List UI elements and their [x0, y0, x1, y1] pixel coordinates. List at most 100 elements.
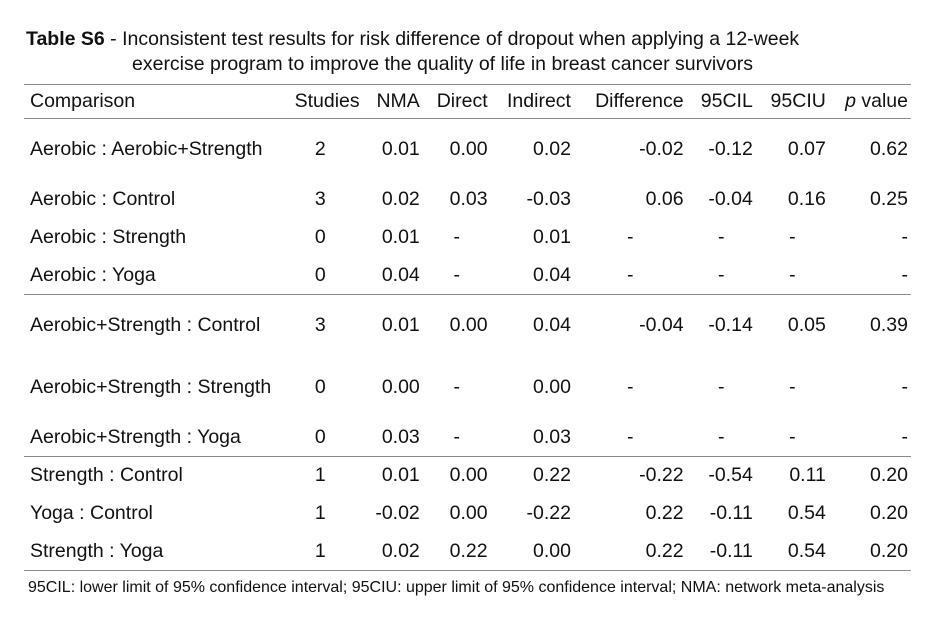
cell-95ciu: -: [755, 256, 829, 295]
header-indirect: Indirect: [490, 84, 574, 119]
cell-nma: 0.02: [362, 532, 423, 571]
header-95ciu: 95CIU: [755, 84, 829, 119]
table-row: Strength : Yoga 1 0.02 0.22 0.00 0.22 -0…: [24, 532, 911, 571]
cell-difference: 0.22: [645, 502, 684, 524]
cell-studies: 0: [278, 418, 363, 457]
cell-p-value: 0.25: [870, 188, 908, 210]
cell-direct: 0.00: [449, 138, 488, 161]
header-p-value: p value: [828, 84, 911, 119]
cell-95ciu: 0.16: [787, 188, 826, 210]
cell-comparison: Strength : Yoga: [24, 532, 278, 571]
cell-indirect: 0.04: [533, 314, 571, 337]
cell-indirect: 0.00: [533, 376, 571, 398]
cell-nma: 0.03: [362, 418, 423, 457]
cell-indirect: 0.03: [490, 418, 574, 457]
cell-difference: 0.06: [645, 188, 684, 210]
cell-nma: 0.02: [381, 188, 420, 210]
cell-studies: 0: [314, 226, 326, 248]
cell-nma: 0.01: [381, 314, 420, 337]
table-label: Table S6: [26, 28, 105, 50]
cell-95ciu: 0.07: [787, 138, 826, 161]
cell-studies: 1: [314, 464, 326, 487]
cell-p-value: 0.20: [828, 532, 911, 571]
cell-comparison: Aerobic+Strength : Control: [30, 314, 261, 337]
cell-p-value: 0.62: [870, 138, 908, 161]
cell-indirect: 0.01: [533, 226, 571, 248]
cell-nma: 0.00: [381, 376, 420, 398]
cell-direct: -: [453, 226, 460, 248]
cell-difference: -: [627, 376, 634, 398]
cell-difference: -: [627, 226, 634, 248]
cell-comparison: Aerobic : Strength: [30, 226, 187, 248]
table-row: Aerobic : Control 3 0.02 0.03 -0.03 0.06…: [24, 181, 911, 219]
cell-comparison: Aerobic : Aerobic+Strength: [30, 138, 263, 161]
cell-difference: -0.04: [639, 314, 684, 337]
cell-p-value: -: [901, 376, 909, 398]
cell-p-value: -: [828, 256, 911, 295]
cell-95ciu: -: [789, 376, 796, 398]
cell-95cil: -: [717, 376, 725, 398]
cell-95cil: -0.12: [708, 138, 753, 161]
cell-studies: 3: [314, 314, 326, 337]
table-header: Comparison Studies NMA Direct Indirect D…: [24, 84, 911, 119]
cell-studies: 0: [314, 376, 326, 398]
cell-direct: -: [453, 376, 460, 398]
cell-p-value: 0.20: [870, 464, 908, 487]
cell-indirect: -0.03: [526, 188, 571, 210]
cell-95cil: -0.54: [708, 464, 753, 487]
cell-nma: 0.04: [362, 256, 423, 295]
cell-95ciu: 0.11: [789, 464, 826, 487]
table-row: Aerobic+Strength : Yoga 0 0.03 - 0.03 - …: [24, 418, 911, 457]
cell-difference: -0.02: [639, 138, 684, 161]
cell-studies: 1: [314, 502, 326, 524]
cell-comparison: Yoga : Control: [30, 502, 153, 524]
cell-studies: 1: [278, 532, 363, 571]
header-row: Comparison Studies NMA Direct Indirect D…: [24, 84, 911, 119]
cell-95ciu: -: [755, 418, 829, 457]
cell-studies: 2: [314, 138, 326, 161]
table-body: Aerobic : Aerobic+Strength 2 0.01 0.00 0…: [24, 119, 911, 571]
header-comparison: Comparison: [24, 84, 278, 119]
cell-95cil: -0.14: [708, 314, 753, 337]
cell-nma: 0.01: [381, 138, 420, 161]
cell-indirect: 0.22: [533, 464, 571, 487]
cell-direct: 0.03: [449, 188, 488, 210]
cell-nma: 0.01: [381, 464, 420, 487]
cell-difference: -: [573, 418, 687, 457]
cell-95ciu: 0.54: [755, 532, 829, 571]
cell-direct: 0.00: [449, 314, 488, 337]
cell-direct: 0.22: [422, 532, 491, 571]
caption-text-line2: exercise program to improve the quality …: [132, 53, 754, 75]
cell-95cil: -: [686, 256, 756, 295]
cell-nma: 0.01: [381, 226, 420, 248]
cell-difference: -0.22: [639, 464, 684, 487]
cell-95cil: -0.11: [686, 532, 756, 571]
cell-95ciu: -: [789, 226, 796, 248]
table-footnote: 95CIL: lower limit of 95% confidence int…: [28, 579, 885, 596]
cell-comparison: Aerobic+Strength : Yoga: [24, 418, 278, 457]
table-row: Aerobic : Yoga 0 0.04 - 0.04 - - - -: [24, 256, 911, 295]
cell-comparison: Aerobic+Strength : Strength: [30, 376, 272, 398]
cell-95cil: -0.11: [709, 502, 753, 524]
header-95cil: 95CIL: [686, 84, 756, 119]
cell-indirect: 0.04: [490, 256, 574, 295]
cell-direct: 0.00: [449, 464, 488, 487]
cell-p-value: 0.20: [870, 502, 908, 524]
cell-direct: 0.00: [449, 502, 488, 524]
cell-indirect: -0.22: [526, 502, 571, 524]
table-caption: Table S6 - Inconsistent test results for…: [26, 27, 926, 77]
cell-difference: 0.22: [573, 532, 687, 571]
cell-p-value: -: [901, 226, 909, 248]
table-row: Aerobic+Strength : Strength 0 0.00 - 0.0…: [24, 357, 911, 419]
cell-studies: 0: [278, 256, 363, 295]
cell-p-value: 0.39: [870, 314, 908, 337]
header-difference: Difference: [573, 84, 687, 119]
cell-95ciu: 0.05: [787, 314, 826, 337]
cell-95cil: -: [686, 418, 756, 457]
cell-indirect: 0.00: [490, 532, 574, 571]
table-row: Strength : Control 1 0.01 0.00 0.22 -0.2…: [24, 457, 911, 495]
table-row: Aerobic : Strength 0 0.01 - 0.01 - - - -: [24, 219, 911, 257]
table-row: Aerobic : Aerobic+Strength 2 0.01 0.00 0…: [24, 119, 911, 181]
cell-95ciu: 0.54: [787, 502, 826, 524]
cell-comparison: Aerobic : Control: [30, 188, 176, 210]
